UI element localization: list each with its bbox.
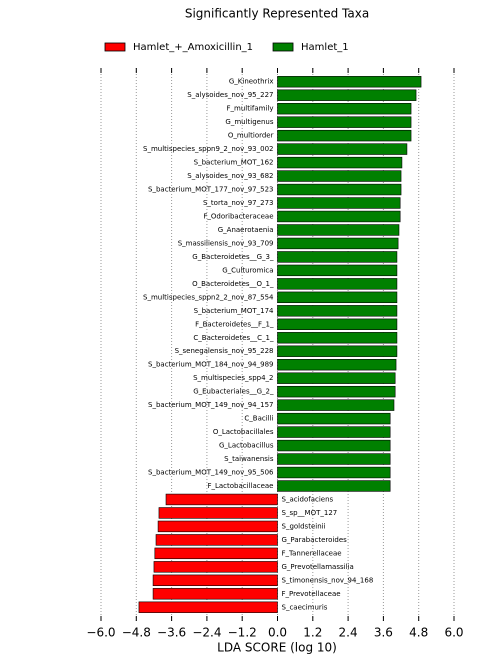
bar-label: S_alysoides_nov_93_682 (187, 172, 273, 180)
bar-label: S_goldsteinii (282, 522, 326, 530)
bar-label: S_torta_nov_97_273 (203, 199, 274, 207)
x-tick-label: −6.0 (86, 626, 115, 640)
bar-label: S_alysoides_nov_95_227 (187, 91, 273, 99)
bar-label: C_Bacteroidetes__C_1_ (193, 334, 274, 342)
bar (153, 561, 278, 573)
x-tick-label: −3.6 (157, 626, 186, 640)
bar-label: S_multispecies_sppn9_2_nov_93_002 (143, 145, 273, 153)
bar (158, 507, 278, 519)
bar (277, 278, 398, 290)
bar (138, 601, 278, 613)
bar (277, 197, 401, 209)
bar (277, 251, 398, 263)
bar-label: G_Kineothrix (229, 78, 274, 86)
bar-label: G_Culturomica (222, 266, 273, 274)
legend-label: Hamlet_+_Amoxicillin_1 (133, 42, 253, 53)
bar-label: G_Bacteroidetes__G_3_ (192, 253, 274, 261)
bar-label: G_multigenus (225, 118, 273, 126)
bar-label: S_acidofaciens (282, 495, 334, 503)
bar-label: S_bacterium_MOT_174 (194, 307, 274, 315)
x-tick-label: −1.2 (228, 626, 257, 640)
x-tick-label: 1.2 (303, 626, 322, 640)
legend-label: Hamlet_1 (301, 42, 349, 53)
bar-label: S_bacterium_MOT_162 (194, 159, 274, 167)
bar (277, 76, 422, 88)
chart-title: Significantly Represented Taxa (185, 7, 369, 21)
legend-swatch (104, 42, 126, 52)
bar (277, 372, 396, 384)
bar (277, 385, 396, 398)
bar (277, 170, 402, 182)
bar (277, 129, 412, 142)
bar-label: S_bacterium_MOT_184_nov_94_989 (148, 361, 273, 369)
x-tick-label: 2.4 (339, 626, 358, 640)
bar (277, 116, 412, 128)
bar (277, 183, 402, 196)
bar (277, 359, 397, 371)
x-tick-label: −2.4 (192, 626, 221, 640)
bar-label: S_massiliensis_nov_93_709 (178, 239, 274, 247)
bar-label: O_Lactobacillales (213, 428, 274, 436)
bar (152, 588, 278, 600)
bar (277, 412, 391, 425)
bar-label: F_Prevotellaceae (282, 590, 341, 598)
bar (277, 291, 398, 304)
bar (154, 547, 278, 560)
bar (277, 224, 400, 236)
x-tick-label: 4.8 (409, 626, 428, 640)
bar-label: O_multiorder (228, 132, 274, 140)
bar-label: C_Bacilli (244, 415, 273, 423)
bar (277, 102, 412, 115)
x-tick-label: 3.6 (374, 626, 393, 640)
bar (277, 332, 398, 344)
x-axis-label: LDA SCORE (log 10) (217, 641, 337, 655)
bar-label: S_sp__MOT_127 (282, 509, 338, 517)
bar (155, 534, 278, 546)
bar-label: G_Eubacteriales__G_2_ (193, 388, 274, 396)
bar (277, 156, 403, 169)
bar (277, 89, 417, 101)
bar (277, 318, 398, 330)
bar-label: S_timonensis_nov_94_168 (282, 576, 374, 584)
bar-label: G_Parabacteroides (282, 536, 348, 544)
bar-label: G_Anaerotaenia (218, 226, 274, 234)
bar (277, 345, 398, 357)
bar (165, 493, 278, 506)
x-tick-label: 6.0 (444, 626, 463, 640)
bar (277, 426, 391, 438)
bar-label: F_Lactobacillaceae (207, 482, 273, 490)
bar-label: S_caecimuris (282, 603, 328, 611)
bar (152, 574, 278, 587)
bar-label: S_taiwanensis (224, 455, 274, 463)
bar (277, 305, 398, 317)
bar (277, 399, 395, 411)
bar-label: O_Bacteroidetes__O_1_ (192, 280, 274, 288)
bar-label: G_Prevotellamassilia (282, 563, 354, 571)
bar-label: S_senegalensis_nov_95_228 (175, 347, 274, 355)
bar-label: F_Tannerellaceae (282, 549, 342, 557)
bar (277, 237, 399, 250)
bar (157, 520, 278, 533)
bar-label: F_Bacteroidetes__F_1_ (195, 320, 274, 328)
bar (277, 264, 398, 277)
legend-swatch (272, 42, 294, 52)
bar-label: S_multispecies_sppn2_2_nov_87_554 (143, 293, 274, 301)
bar-label: F_Odoribacteraceae (203, 212, 273, 220)
bar-label: S_bacterium_MOT_149_nov_95_506 (148, 469, 274, 477)
x-tick-label: 0.0 (268, 626, 287, 640)
bar (277, 466, 391, 479)
bar-label: F_multifamily (226, 105, 273, 113)
bar (277, 210, 401, 223)
bar (277, 480, 391, 492)
bar-label: S_bacterium_MOT_149_nov_94_157 (148, 401, 273, 409)
bar-label: S_multispecies_spp4_2 (193, 374, 273, 382)
bar (277, 143, 408, 155)
bar (277, 439, 391, 452)
bar-label: S_bacterium_MOT_177_nov_97_523 (148, 186, 273, 194)
bar-label: G_Lactobacillus (219, 442, 274, 450)
bar (277, 453, 391, 465)
x-tick-label: −4.8 (122, 626, 151, 640)
